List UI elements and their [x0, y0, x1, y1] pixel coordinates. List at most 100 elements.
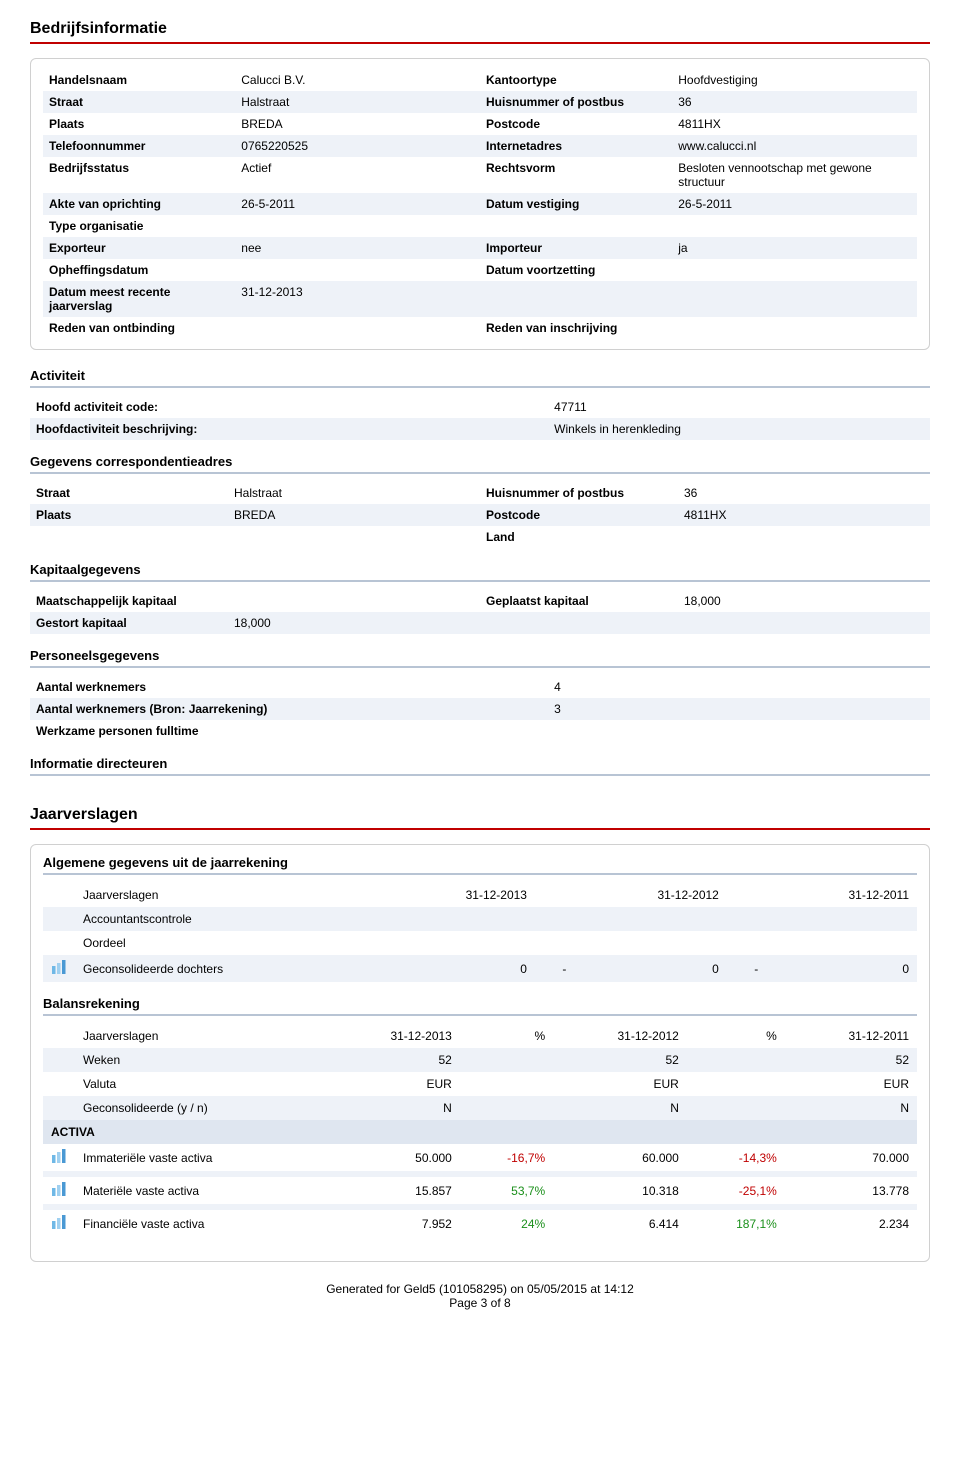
kv-value: 47711: [548, 396, 930, 418]
cell: [574, 907, 726, 931]
kapitaal-table: Maatschappelijk kapitaalGeplaatst kapita…: [30, 590, 930, 634]
kv-value: [672, 215, 917, 237]
kv-label: Land: [480, 526, 678, 548]
table-row: Datum meest recente jaarverslag31-12-201…: [43, 281, 917, 317]
table-row: Telefoonnummer0765220525Internetadreswww…: [43, 135, 917, 157]
page-footer: Generated for Geld5 (101058295) on 05/05…: [30, 1282, 930, 1310]
kv-label: Hoofdactiviteit beschrijving:: [30, 418, 548, 440]
kv-label: Hoofd activiteit code:: [30, 396, 548, 418]
footer-line2: Page 3 of 8: [30, 1296, 930, 1310]
cell: 15.857: [326, 1177, 460, 1204]
cell-pct: -14,3%: [687, 1144, 785, 1171]
kv-value: [672, 259, 917, 281]
cell: [687, 1096, 785, 1120]
table-row: Geconsolideerde dochters0-0-0: [43, 955, 917, 982]
table-row: Geconsolideerde (y / n)NNN: [43, 1096, 917, 1120]
col-header: [535, 883, 574, 907]
kv-label: Akte van oprichting: [43, 193, 235, 215]
kv-label: Gestort kapitaal: [30, 612, 228, 634]
footer-line1: Generated for Geld5 (101058295) on 05/05…: [30, 1282, 930, 1296]
kv-label: Huisnummer of postbus: [480, 91, 672, 113]
section-title-jaarverslagen: Jaarverslagen: [30, 806, 930, 830]
table-row: Immateriële vaste activa50.000-16,7%60.0…: [43, 1144, 917, 1171]
kv-label: Reden van ontbinding: [43, 317, 235, 339]
kv-value: 4811HX: [678, 504, 930, 526]
chart-icon: [51, 1149, 67, 1166]
heading-algemeen: Algemene gegevens uit de jaarrekening: [43, 855, 917, 875]
cell: [383, 931, 535, 955]
kv-value: 26-5-2011: [235, 193, 480, 215]
kv-value: [672, 317, 917, 339]
cell-pct: -25,1%: [687, 1177, 785, 1204]
balans-table: Jaarverslagen31-12-2013%31-12-2012%31-12…: [43, 1024, 917, 1237]
kv-label: Type organisatie: [43, 215, 235, 237]
cell: 7.952: [326, 1210, 460, 1237]
heading-correspondentie: Gegevens correspondentieadres: [30, 454, 930, 474]
kv-label: [30, 526, 228, 548]
cell: [535, 907, 574, 931]
kv-label: [480, 612, 678, 634]
kv-label: [480, 281, 672, 317]
cell-pct: 24%: [460, 1210, 553, 1237]
table-row: Weken525252: [43, 1048, 917, 1072]
table-row: Accountantscontrole: [43, 907, 917, 931]
table-row: Land: [30, 526, 930, 548]
heading-personeel: Personeelsgegevens: [30, 648, 930, 668]
cell: [727, 907, 766, 931]
table-row: BedrijfsstatusActiefRechtsvormBesloten v…: [43, 157, 917, 193]
col-header: [727, 883, 766, 907]
row-label: Weken: [75, 1048, 326, 1072]
heading-kapitaal: Kapitaalgegevens: [30, 562, 930, 582]
cell: 0: [383, 955, 535, 982]
cell: EUR: [553, 1072, 687, 1096]
kv-label: Datum meest recente jaarverslag: [43, 281, 235, 317]
kv-value: 0765220525: [235, 135, 480, 157]
kv-value: nee: [235, 237, 480, 259]
kv-value: BREDA: [235, 113, 480, 135]
cell: [460, 1096, 553, 1120]
cell: 6.414: [553, 1210, 687, 1237]
cell: [727, 931, 766, 955]
chart-icon: [51, 1182, 67, 1199]
table-row: PlaatsBREDAPostcode4811HX: [43, 113, 917, 135]
kv-value: 18,000: [678, 590, 930, 612]
cell: 52: [785, 1048, 917, 1072]
cell: [766, 907, 917, 931]
table-row: Gestort kapitaal18,000: [30, 612, 930, 634]
cell: [687, 1048, 785, 1072]
heading-activiteit: Activiteit: [30, 368, 930, 388]
kv-label: Huisnummer of postbus: [480, 482, 678, 504]
cell: [766, 931, 917, 955]
section-row: ACTIVA: [43, 1120, 917, 1144]
table-row: Maatschappelijk kapitaalGeplaatst kapita…: [30, 590, 930, 612]
cell: N: [326, 1096, 460, 1120]
kv-label: [480, 215, 672, 237]
table-row: PlaatsBREDAPostcode4811HX: [30, 504, 930, 526]
cell: 52: [326, 1048, 460, 1072]
col-header: 31-12-2012: [574, 883, 726, 907]
kv-label: Kantoortype: [480, 69, 672, 91]
cell-pct: 187,1%: [687, 1210, 785, 1237]
kv-label: Plaats: [43, 113, 235, 135]
cell: 0: [574, 955, 726, 982]
kv-value: [235, 215, 480, 237]
cell: -: [535, 955, 574, 982]
cell: 0: [766, 955, 917, 982]
algemeen-table: Jaarverslagen31-12-201331-12-201231-12-2…: [43, 883, 917, 982]
table-row: Financiële vaste activa7.95224%6.414187,…: [43, 1210, 917, 1237]
table-row: Materiële vaste activa15.85753,7%10.318-…: [43, 1177, 917, 1204]
icon-cell: [43, 1210, 75, 1237]
cell: [535, 931, 574, 955]
table-header-row: Jaarverslagen31-12-2013%31-12-2012%31-12…: [43, 1024, 917, 1048]
kv-value: 26-5-2011: [672, 193, 917, 215]
kv-label: Rechtsvorm: [480, 157, 672, 193]
kv-label: Geplaatst kapitaal: [480, 590, 678, 612]
table-row: ExporteurneeImporteurja: [43, 237, 917, 259]
kv-label: Straat: [43, 91, 235, 113]
cell: 60.000: [553, 1144, 687, 1171]
kv-value: [672, 281, 917, 317]
kv-value: 36: [678, 482, 930, 504]
table-row: Werkzame personen fulltime: [30, 720, 930, 742]
cell-pct: 53,7%: [460, 1177, 553, 1204]
kv-value: 36: [672, 91, 917, 113]
